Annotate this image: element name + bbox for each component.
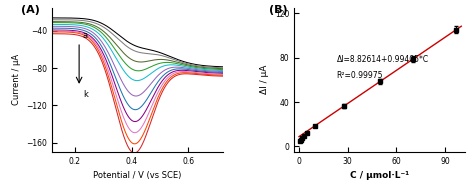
Text: k: k xyxy=(83,89,88,99)
X-axis label: Potential / V (vs SCE): Potential / V (vs SCE) xyxy=(93,171,182,180)
Text: (A): (A) xyxy=(21,5,40,15)
Y-axis label: ΔI / μA: ΔI / μA xyxy=(260,65,269,94)
Y-axis label: Current / μA: Current / μA xyxy=(12,54,21,105)
X-axis label: C / μmol·L⁻¹: C / μmol·L⁻¹ xyxy=(350,171,409,180)
Text: a: a xyxy=(83,31,88,40)
Text: (B): (B) xyxy=(269,5,287,15)
Text: R²=0.99975: R²=0.99975 xyxy=(337,71,383,80)
Text: ΔI=8.82614+0.99405*C: ΔI=8.82614+0.99405*C xyxy=(337,55,429,64)
